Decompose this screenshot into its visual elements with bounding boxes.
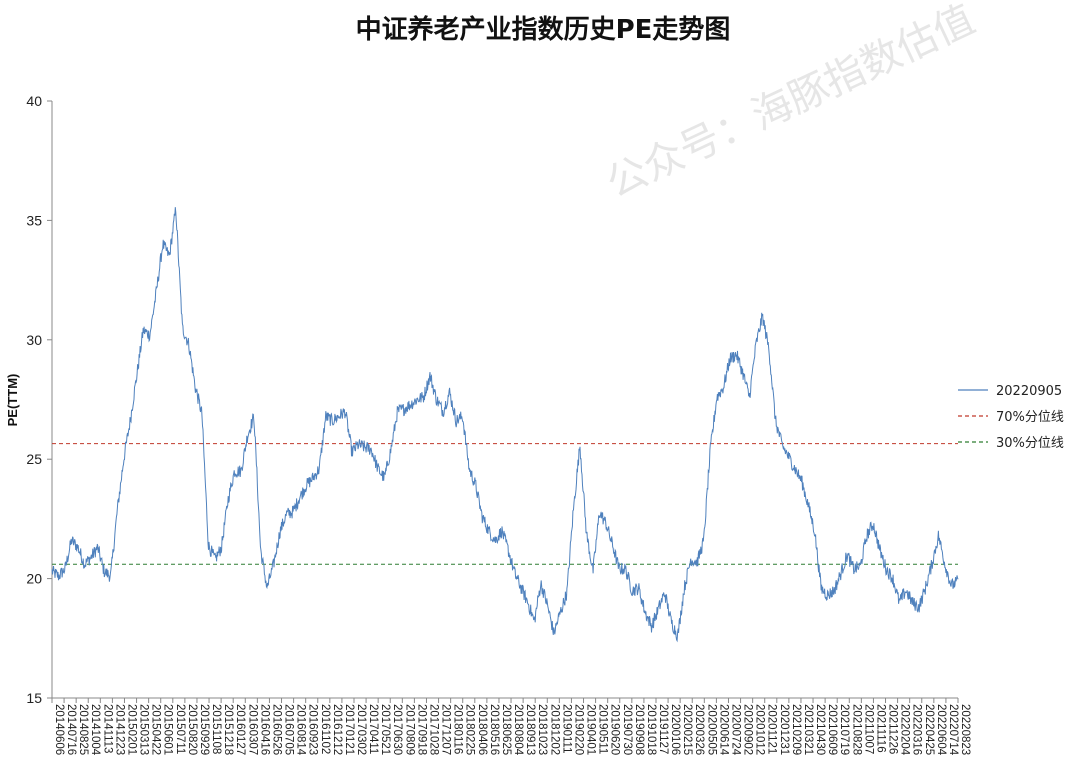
legend-label-70: 70%分位线 — [996, 410, 1064, 425]
x-tick-label: 20160526 — [270, 704, 282, 755]
x-tick-label: 20200215 — [681, 704, 693, 755]
x-tick-label: 20210209 — [790, 704, 802, 755]
x-tick-label: 20180913 — [524, 704, 536, 755]
x-tick-label: 20150201 — [125, 704, 137, 755]
x-tick-label: 20180625 — [500, 704, 512, 755]
x-tick-label: 20200106 — [669, 704, 681, 755]
x-tick-label: 20191127 — [657, 704, 669, 754]
x-tick-label: 20200902 — [742, 704, 754, 755]
x-tick-label: 20151218 — [222, 704, 234, 755]
x-tick-label: 20160127 — [234, 704, 246, 755]
x-tick-label: 20180804 — [512, 704, 524, 756]
x-tick-label: 20171207 — [440, 704, 452, 755]
x-tick-label: 20210719 — [838, 704, 850, 755]
x-tick-label: 20191018 — [645, 704, 657, 755]
x-tick-label: 20190730 — [621, 704, 633, 755]
x-tick-label: 20141223 — [113, 704, 125, 755]
x-tick-label: 20211007 — [862, 704, 874, 754]
x-tick-label: 20200614 — [717, 704, 729, 756]
x-tick-label: 20151108 — [210, 704, 222, 754]
x-tick-label: 20201012 — [754, 704, 766, 755]
x-tick-label: 20200724 — [729, 704, 741, 756]
x-tick-label: 20210828 — [850, 704, 862, 755]
y-tick-label: 25 — [26, 451, 42, 467]
x-tick-label: 20190111 — [560, 704, 572, 753]
x-tick-label: 20170121 — [343, 704, 355, 755]
y-tick-label: 15 — [26, 690, 42, 706]
x-tick-label: 20160416 — [258, 704, 270, 755]
x-tick-label: 20180516 — [488, 704, 500, 755]
x-tick-label: 20140716 — [65, 704, 77, 755]
x-tick-label: 20170630 — [391, 704, 403, 755]
x-tick-label: 20201121 — [766, 704, 778, 754]
legend-label-pe: 20220905 — [996, 384, 1062, 399]
x-tick-label: 20150422 — [150, 704, 162, 755]
x-tick-label: 20140825 — [77, 704, 89, 755]
x-tick-label: 20220604 — [935, 704, 947, 756]
x-tick-label: 20150601 — [162, 704, 174, 755]
x-tick-label: 20220823 — [959, 704, 971, 755]
x-tick-label: 20160307 — [246, 704, 258, 755]
y-tick-label: 30 — [26, 332, 42, 348]
x-tick-label: 20220425 — [923, 704, 935, 755]
x-tick-label: 20170302 — [355, 704, 367, 755]
x-tick-label: 20211116 — [874, 704, 886, 753]
legend: 20220905 70%分位线 30%分位线 — [958, 384, 1064, 451]
y-axis: 15 20 25 30 35 40 — [26, 93, 53, 706]
x-tick-label: 20140606 — [53, 704, 65, 755]
x-axis: 20140606 20140716 20140825 20141004 20141113… — [51, 697, 971, 756]
x-tick-label: 20211226 — [887, 704, 899, 754]
x-tick-label: 20160705 — [283, 704, 295, 755]
x-tick-label: 20141004 — [89, 704, 101, 756]
x-tick-label: 20201231 — [778, 704, 790, 755]
x-tick-label: 20181202 — [548, 704, 560, 755]
x-tick-label: 20190220 — [572, 704, 584, 755]
x-tick-label: 20220204 — [899, 704, 911, 756]
x-tick-label: 20210321 — [802, 704, 814, 755]
x-tick-label: 20190620 — [609, 704, 621, 755]
x-tick-label: 20170521 — [379, 704, 391, 755]
x-tick-label: 20170411 — [367, 704, 379, 754]
y-axis-label: PE(TTM) — [5, 374, 20, 427]
x-tick-label: 20190511 — [597, 704, 609, 754]
x-tick-label: 20200505 — [705, 704, 717, 755]
x-tick-label: 20170918 — [415, 704, 427, 755]
x-tick-label: 20161102 — [319, 704, 331, 754]
legend-label-30: 30%分位线 — [996, 436, 1064, 451]
pe-series-line — [51, 207, 959, 643]
x-tick-label: 20181023 — [536, 704, 548, 755]
y-tick-label: 35 — [26, 212, 42, 228]
x-tick-label: 20161212 — [331, 704, 343, 755]
x-tick-label: 20150313 — [138, 704, 150, 755]
x-tick-label: 20150820 — [186, 704, 198, 755]
x-tick-label: 20150711 — [174, 704, 186, 754]
x-tick-label: 20180406 — [476, 704, 488, 755]
chart-title: 中证养老产业指数历史PE走势图 — [356, 14, 731, 45]
x-tick-label: 20200326 — [693, 704, 705, 755]
x-tick-label: 20220316 — [911, 704, 923, 755]
x-tick-label: 20190401 — [585, 704, 597, 755]
x-tick-label: 20180116 — [452, 704, 464, 754]
x-tick-label: 20180225 — [464, 704, 476, 755]
x-tick-label: 20171028 — [427, 704, 439, 755]
x-tick-label: 20160814 — [295, 704, 307, 756]
x-tick-label: 20190908 — [633, 704, 645, 755]
x-tick-label: 20160923 — [307, 704, 319, 755]
x-tick-label: 20220714 — [947, 704, 959, 756]
x-tick-label: 20210609 — [826, 704, 838, 755]
y-tick-label: 20 — [26, 571, 42, 587]
x-tick-label: 20141113 — [101, 704, 113, 753]
x-tick-label: 20210430 — [814, 704, 826, 755]
x-tick-label: 20170809 — [403, 704, 415, 755]
x-tick-label: 20150929 — [198, 704, 210, 755]
y-tick-label: 40 — [26, 93, 42, 109]
